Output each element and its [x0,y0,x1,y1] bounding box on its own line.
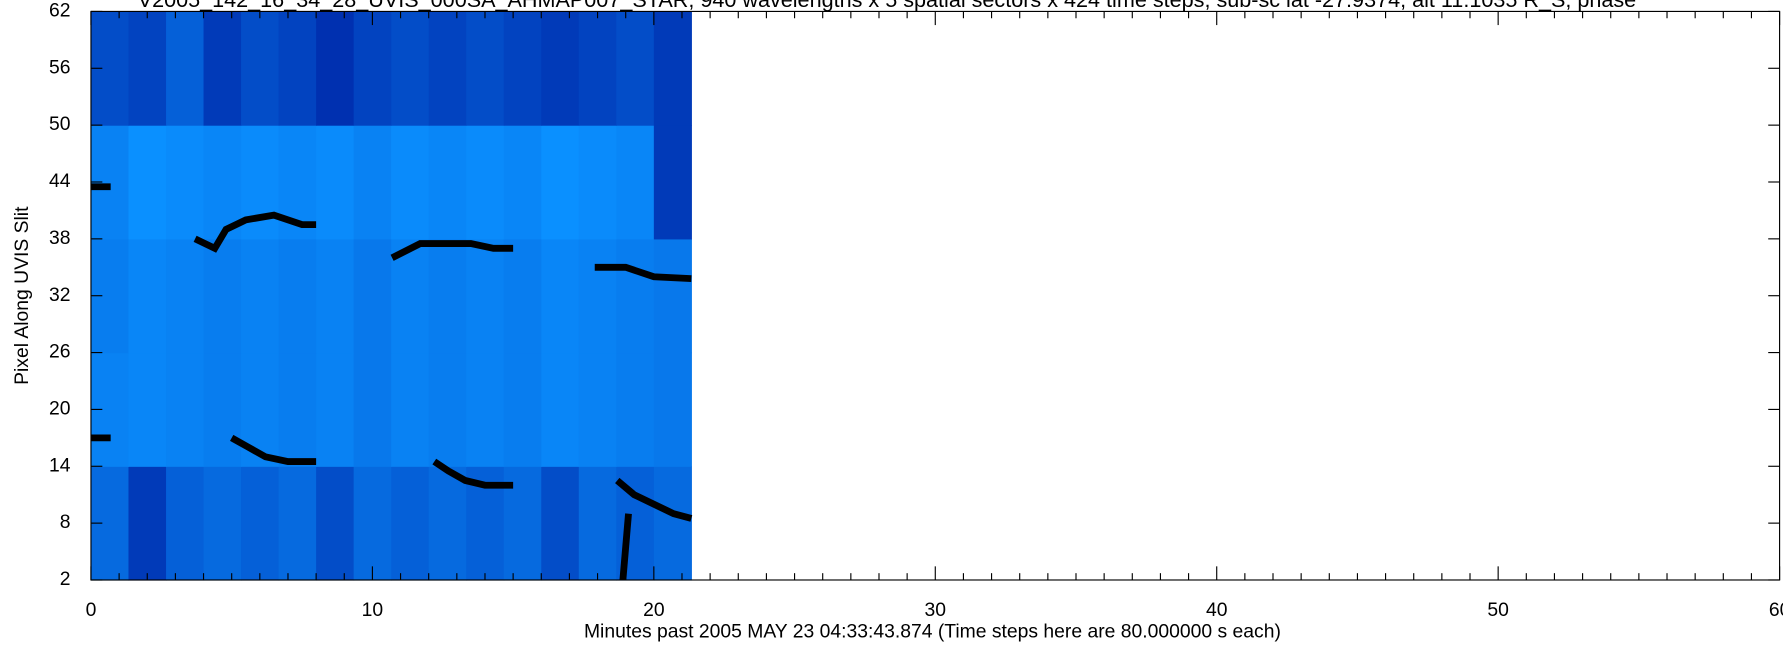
y-tick-label: 14 [49,455,71,476]
trace [390,240,514,261]
heat-cell [278,352,317,467]
heat-cell [578,466,617,581]
heat-cell [353,125,392,240]
heat-cell [578,125,617,240]
y-tick-label: 44 [49,171,71,192]
y-tick-label: 62 [49,1,71,22]
heat-cell [428,238,467,354]
heat-cell [278,238,317,354]
heat-cell [241,466,280,581]
heat-cell [391,125,430,240]
heat-cell [166,352,205,467]
y-tick-label: 32 [49,285,71,306]
trace [594,263,692,283]
heat-cell [203,238,242,354]
heat-cell [203,11,242,126]
heat-cell [466,125,505,240]
heat-cell [616,352,655,467]
heat-cell [391,352,430,467]
heat-cell [503,11,542,126]
heat-cell [166,125,205,240]
heat-cell [203,466,242,581]
heat-cell [278,466,317,581]
y-tick-label: 56 [49,57,71,78]
heat-cell [353,466,392,581]
y-tick-label: 8 [60,512,71,533]
y-tick-label: 38 [49,228,71,249]
heat-cell [503,125,542,240]
heat-cell [653,125,692,240]
heat-cell [166,238,205,354]
heat-cell [616,125,655,240]
heat-cell [241,11,280,126]
heat-cell [541,125,580,240]
heat-cell [166,466,205,581]
heat-cell [653,11,692,126]
heat-cell [466,11,505,126]
heat-cell [316,352,355,467]
x-tick-label: 40 [1206,600,1228,621]
y-tick-label: 2 [60,569,71,590]
heat-cell [128,11,167,126]
heat-cell [203,125,242,240]
y-axis-label: Pixel Along UVIS Slit [12,206,33,385]
trace [230,434,317,465]
heat-cell [541,11,580,126]
heat-cell [578,352,617,467]
trace [619,513,632,581]
y-tick-label: 20 [49,399,71,420]
heat-cell [503,238,542,354]
heat-cell [541,352,580,467]
heat-cell [428,352,467,467]
heat-cell [541,238,580,354]
heat-cell [653,238,692,354]
heat-cell [166,11,205,126]
heat-cell [128,352,167,467]
heat-cell [391,11,430,126]
heat-cell [128,238,167,354]
heat-cell [466,352,505,467]
heat-cell [466,238,505,354]
heat-cell [203,352,242,467]
trace [432,458,514,489]
heat-cell [316,466,355,581]
heat-cell [616,238,655,354]
x-axis-label: Minutes past 2005 MAY 23 04:33:43.874 (T… [584,621,1281,642]
heat-cell [241,238,280,354]
heat-cell [653,466,692,581]
x-tick-label: 50 [1487,600,1509,621]
x-tick-label: 30 [925,600,947,621]
heat-cell [428,11,467,126]
heat-cell [278,11,317,126]
heat-cell [316,238,355,354]
heat-cell [428,466,467,581]
heat-cell [128,125,167,240]
chart-title: V2005_142_16_34_28_UVIS_000SA_AHMAP007_S… [138,0,1637,12]
x-tick-label: 60 [1769,600,1783,621]
heat-cell [353,352,392,467]
heat-cell [578,238,617,354]
heat-cell [353,238,392,354]
x-tick-label: 10 [362,600,384,621]
heat-cell [128,466,167,581]
heat-cell [503,352,542,467]
heat-cell [316,125,355,240]
trace [615,477,693,522]
heat-cell [541,466,580,581]
heat-cell [653,352,692,467]
heat-cell [391,466,430,581]
x-tick-label: 0 [86,600,97,621]
heat-cell [616,11,655,126]
heat-cell [316,11,355,126]
trace [193,211,317,253]
heat-cell [578,11,617,126]
y-tick-label: 50 [49,114,71,135]
x-tick-label: 20 [643,600,665,621]
heat-cell [428,125,467,240]
y-tick-label: 26 [49,342,71,363]
heat-cell [353,11,392,126]
